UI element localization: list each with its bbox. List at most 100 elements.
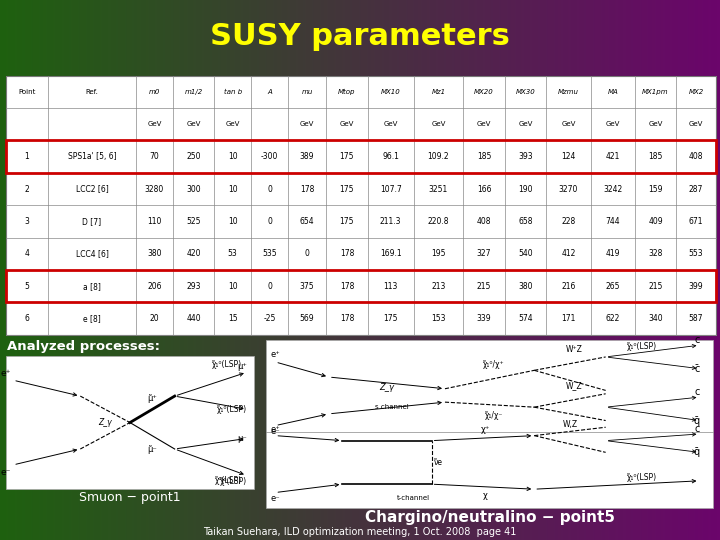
Text: 658: 658 xyxy=(518,217,533,226)
Text: t-channel: t-channel xyxy=(397,495,431,501)
Text: μ̃⁺: μ̃⁺ xyxy=(148,394,157,403)
Text: 10: 10 xyxy=(228,217,238,226)
Text: 175: 175 xyxy=(340,185,354,193)
Text: 113: 113 xyxy=(384,282,397,291)
Text: GeV: GeV xyxy=(477,121,491,127)
Text: 153: 153 xyxy=(431,314,446,323)
Text: 339: 339 xyxy=(477,314,492,323)
Text: SUSY parameters: SUSY parameters xyxy=(210,22,510,51)
Text: Smuon − point1: Smuon − point1 xyxy=(79,491,181,504)
Text: 375: 375 xyxy=(300,282,315,291)
Text: A: A xyxy=(267,89,272,95)
Text: 265: 265 xyxy=(606,282,620,291)
Text: GeV: GeV xyxy=(148,121,162,127)
Text: 178: 178 xyxy=(340,249,354,258)
Text: MX1pm: MX1pm xyxy=(642,89,669,95)
Text: 178: 178 xyxy=(340,314,354,323)
Text: 3251: 3251 xyxy=(429,185,448,193)
Text: 10: 10 xyxy=(228,185,238,193)
Text: 587: 587 xyxy=(689,314,703,323)
Text: 409: 409 xyxy=(648,217,663,226)
Text: 420: 420 xyxy=(186,249,201,258)
Text: 159: 159 xyxy=(648,185,662,193)
Text: MX10: MX10 xyxy=(381,89,400,95)
Text: q̄: q̄ xyxy=(693,447,699,457)
Text: Chargino/neutralino − point5: Chargino/neutralino − point5 xyxy=(364,510,615,525)
Text: χ: χ xyxy=(482,491,487,500)
Text: 96.1: 96.1 xyxy=(382,152,399,161)
Text: 380: 380 xyxy=(518,282,533,291)
Text: LCC4 [6]: LCC4 [6] xyxy=(76,249,109,258)
Text: 190: 190 xyxy=(518,185,533,193)
Text: e⁺: e⁺ xyxy=(271,425,281,434)
Text: μ⁺: μ⁺ xyxy=(237,362,247,371)
Text: e⁻: e⁻ xyxy=(271,427,281,436)
Text: Z_γ: Z_γ xyxy=(379,383,395,392)
Text: 124: 124 xyxy=(562,152,575,161)
Text: χ̃⁰(LSP): χ̃⁰(LSP) xyxy=(215,476,242,485)
Text: 569: 569 xyxy=(300,314,315,323)
Text: 3270: 3270 xyxy=(559,185,578,193)
Text: χ⁺: χ⁺ xyxy=(480,425,490,434)
Text: 525: 525 xyxy=(186,217,201,226)
Text: GeV: GeV xyxy=(518,121,533,127)
Text: ν̃e: ν̃e xyxy=(433,458,443,467)
Text: 175: 175 xyxy=(340,152,354,161)
Text: GeV: GeV xyxy=(431,121,446,127)
Text: 70: 70 xyxy=(150,152,159,161)
Text: q̄: q̄ xyxy=(693,416,699,426)
Text: 216: 216 xyxy=(562,282,575,291)
Bar xyxy=(6,140,716,173)
Text: 340: 340 xyxy=(648,314,663,323)
Text: 20: 20 xyxy=(150,314,159,323)
Text: 10: 10 xyxy=(228,282,238,291)
Text: 213: 213 xyxy=(431,282,446,291)
Text: 408: 408 xyxy=(689,152,703,161)
Text: 389: 389 xyxy=(300,152,315,161)
Text: 622: 622 xyxy=(606,314,620,323)
Text: GeV: GeV xyxy=(300,121,314,127)
Text: e⁺: e⁺ xyxy=(0,369,11,377)
Text: 220.8: 220.8 xyxy=(428,217,449,226)
Text: 211.3: 211.3 xyxy=(380,217,401,226)
Text: GeV: GeV xyxy=(340,121,354,127)
Text: 0: 0 xyxy=(267,282,272,291)
Text: 178: 178 xyxy=(340,282,354,291)
Text: W,Z: W,Z xyxy=(562,420,577,429)
Text: 169.1: 169.1 xyxy=(379,249,402,258)
Text: GeV: GeV xyxy=(384,121,397,127)
Text: 110: 110 xyxy=(148,217,162,226)
Text: 171: 171 xyxy=(562,314,575,323)
Text: MA: MA xyxy=(608,89,618,95)
Text: χ̃₁⁰(LSP): χ̃₁⁰(LSP) xyxy=(626,342,657,351)
Text: Z_γ: Z_γ xyxy=(99,418,112,427)
Text: 2: 2 xyxy=(24,185,30,193)
Text: c: c xyxy=(694,387,699,397)
Text: 399: 399 xyxy=(689,282,703,291)
Text: 671: 671 xyxy=(689,217,703,226)
Text: 4: 4 xyxy=(24,249,30,258)
Text: e⁻: e⁻ xyxy=(271,494,281,503)
Text: MX2: MX2 xyxy=(688,89,703,95)
Text: -300: -300 xyxy=(261,152,278,161)
Text: a [8]: a [8] xyxy=(83,282,101,291)
Text: 0: 0 xyxy=(305,249,310,258)
Text: Point: Point xyxy=(18,89,35,95)
Text: 53: 53 xyxy=(228,249,238,258)
Text: 744: 744 xyxy=(606,217,620,226)
Text: e [8]: e [8] xyxy=(83,314,101,323)
Text: LCC2 [6]: LCC2 [6] xyxy=(76,185,109,193)
Text: 327: 327 xyxy=(477,249,491,258)
Text: 175: 175 xyxy=(383,314,398,323)
Text: 250: 250 xyxy=(186,152,201,161)
Text: 175: 175 xyxy=(340,217,354,226)
Bar xyxy=(6,270,716,302)
Text: 6: 6 xyxy=(24,314,30,323)
Text: GeV: GeV xyxy=(648,121,662,127)
Text: Mzmu: Mzmu xyxy=(558,89,579,95)
Text: m1/2: m1/2 xyxy=(184,89,203,95)
Text: s channel: s channel xyxy=(374,404,408,410)
Text: 553: 553 xyxy=(689,249,703,258)
Text: 300: 300 xyxy=(186,185,201,193)
Text: 393: 393 xyxy=(518,152,533,161)
